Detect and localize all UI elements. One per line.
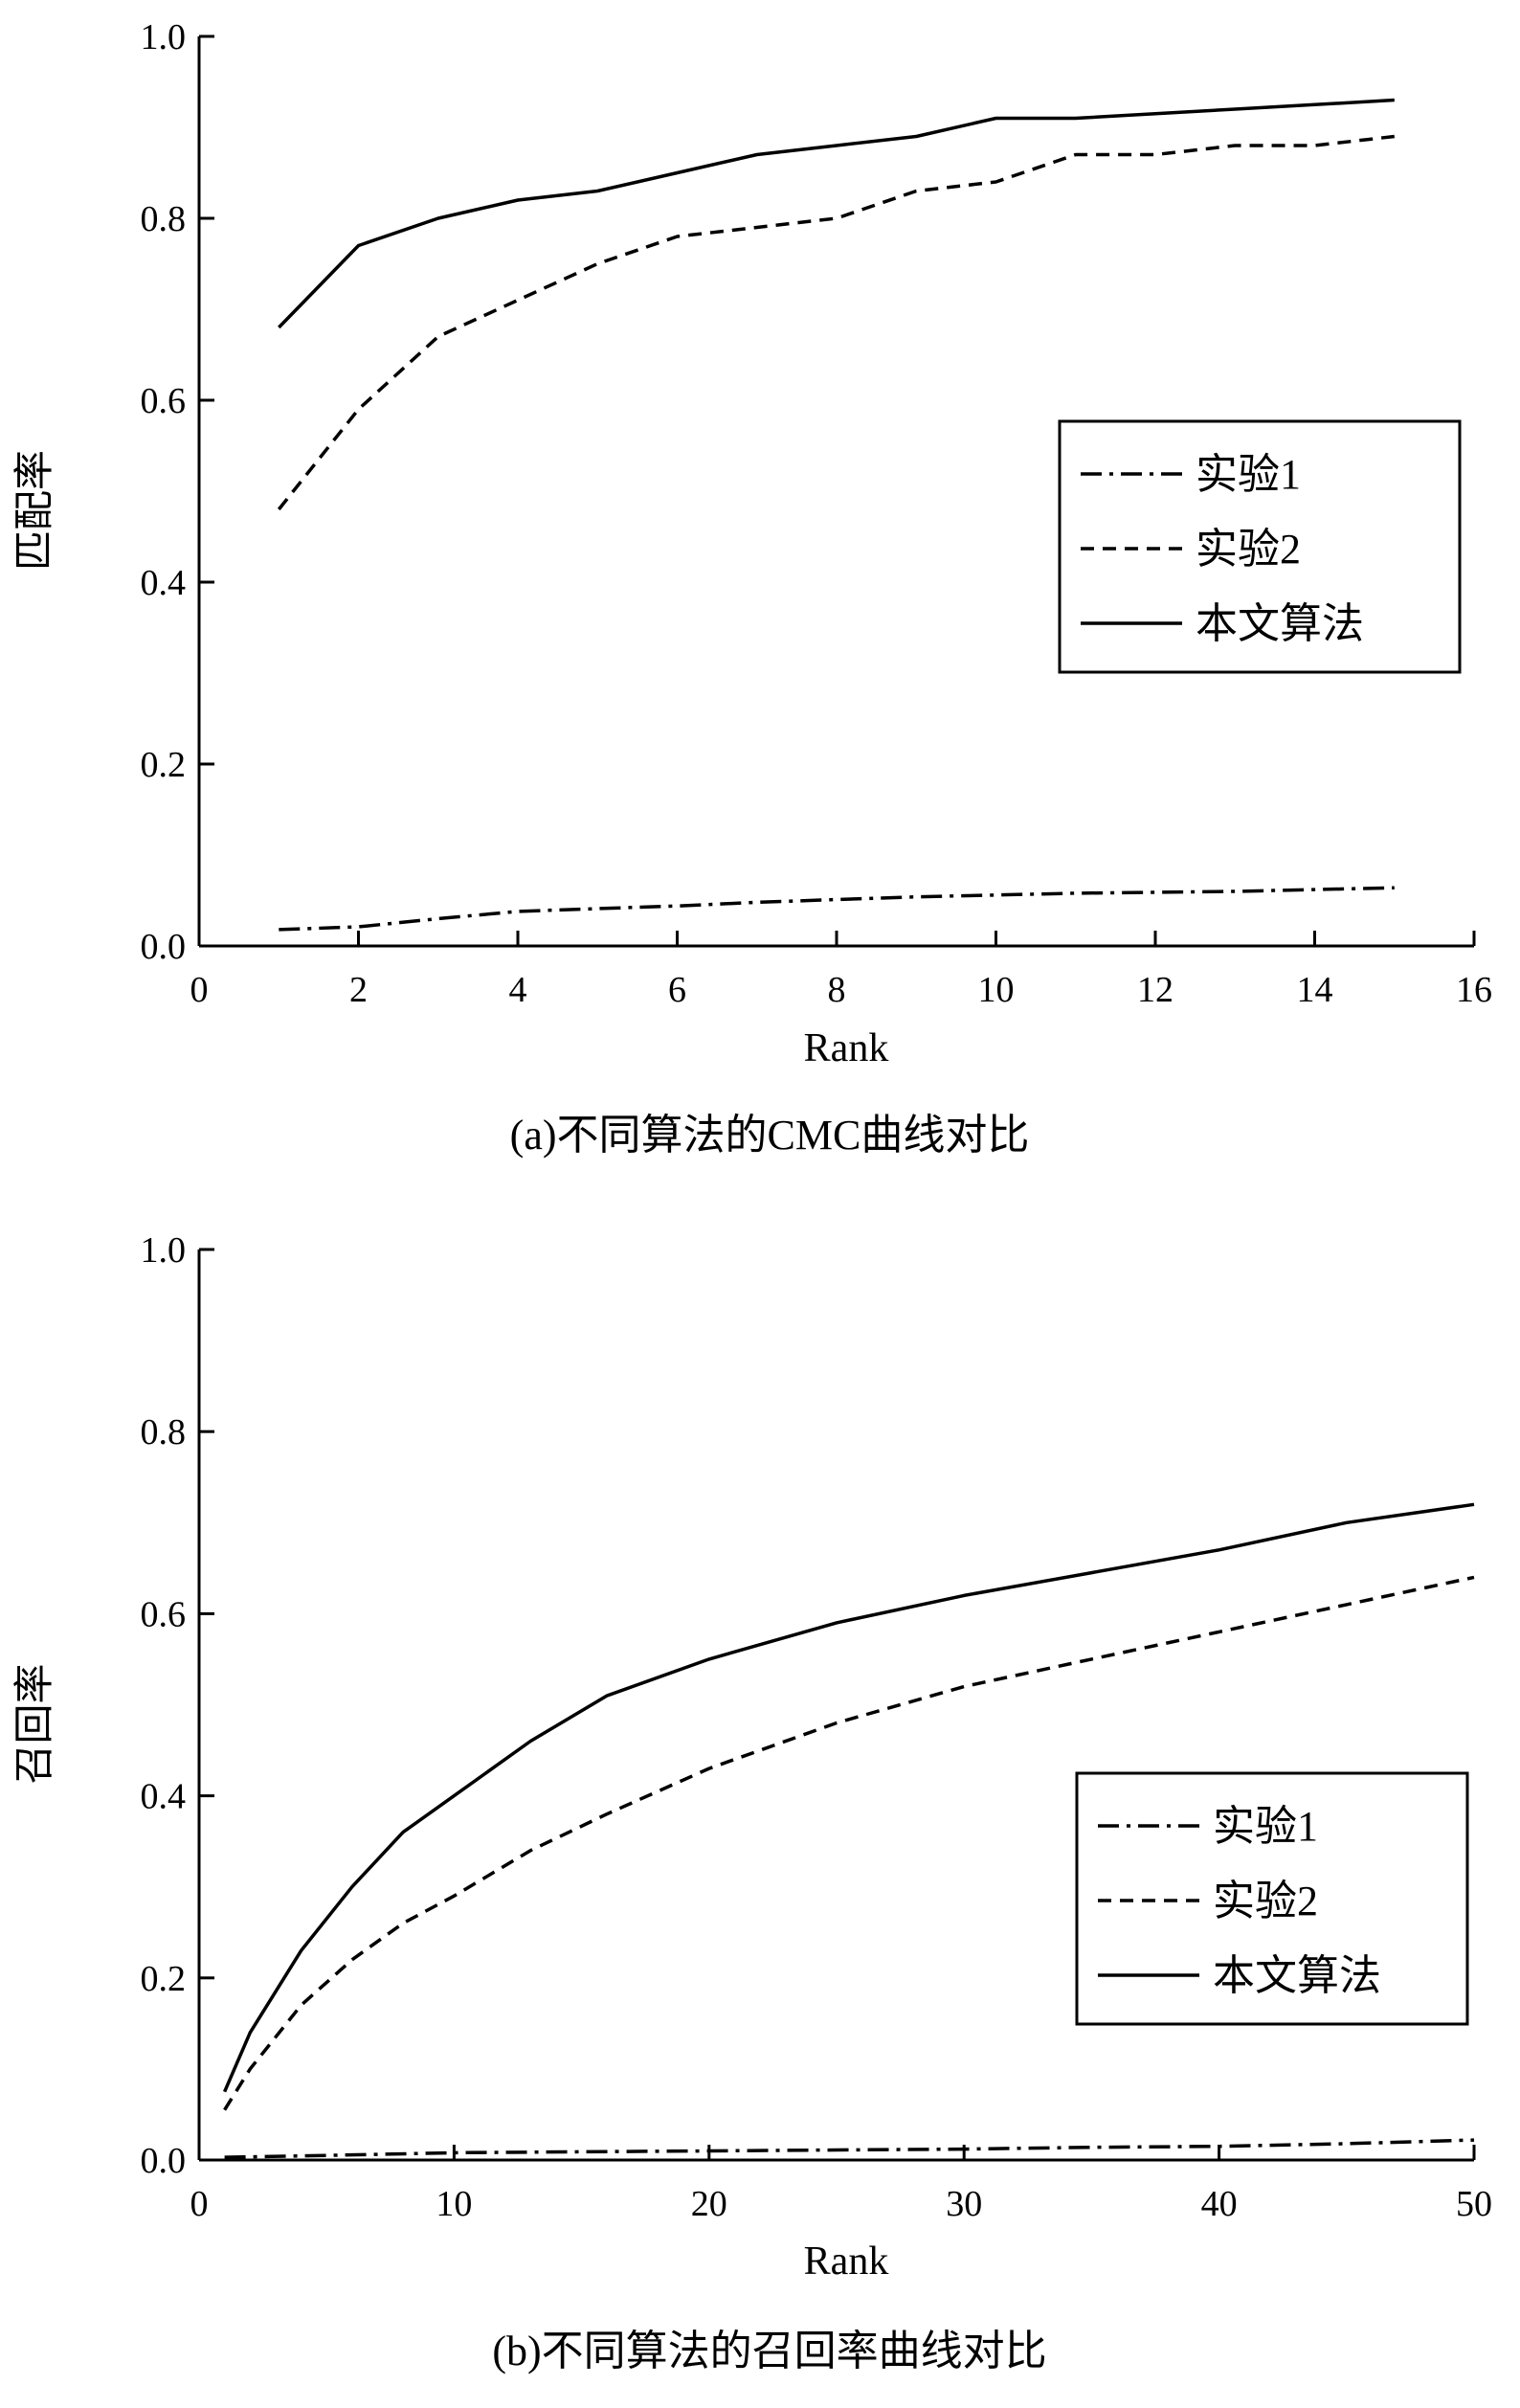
x-tick-label: 50	[1456, 2184, 1492, 2224]
legend-entry: 实验1	[1213, 1803, 1318, 1850]
series-line-solid	[278, 98, 1395, 329]
y-axis-label: 召回率	[12, 1663, 57, 1784]
legend-box	[1075, 1771, 1469, 2026]
legend-entry: 实验1	[1196, 451, 1301, 498]
legend: 实验1 实验2 本文算法	[1075, 1771, 1469, 2026]
y-tick-label: 1.0	[141, 1230, 187, 1271]
series-line-dashdot	[224, 2138, 1475, 2159]
y-axis-label: 匹配率	[12, 450, 57, 571]
x-tick-label: 40	[1201, 2184, 1238, 2224]
legend-box	[1058, 419, 1462, 674]
legend: 实验1 实验2 本文算法	[1058, 419, 1462, 674]
x-tick-label: 4	[509, 970, 527, 1010]
chart-a: 0.0 0.2 0.4 0.6 0.8 1.0 0 2 4 6 8 10 12 14 16 Rank 匹配率 (a…	[12, 17, 1492, 1159]
series-line-dashdot	[279, 886, 1395, 932]
y-tick-label: 0.6	[141, 381, 187, 421]
x-tick-label: 0	[190, 970, 209, 1010]
series-line-dashed	[223, 1575, 1475, 2111]
y-tick-label: 0.0	[141, 927, 187, 967]
y-tick-label: 0.6	[141, 1594, 187, 1634]
y-tick-label: 0.4	[141, 563, 187, 603]
y-tick-label: 0.0	[141, 2141, 187, 2181]
x-tick-label: 14	[1297, 970, 1333, 1010]
series-line-solid	[222, 1502, 1475, 2093]
series-line-dashed	[277, 134, 1395, 511]
legend-entry: 本文算法	[1213, 1952, 1381, 1999]
chart-caption: (a)不同算法的CMC曲线对比	[510, 1112, 1030, 1159]
x-tick-label: 30	[946, 2184, 982, 2224]
x-tick-label: 10	[436, 2184, 472, 2224]
x-axis-label: Rank	[804, 1026, 889, 1070]
x-tick-label: 16	[1456, 970, 1492, 1010]
x-tick-label: 0	[190, 2184, 209, 2224]
y-tick-label: 0.2	[141, 745, 187, 785]
legend-entry: 实验2	[1196, 526, 1301, 573]
y-tick-label: 1.0	[141, 17, 187, 57]
y-tick-label: 0.8	[141, 199, 187, 239]
legend-entry: 实验2	[1213, 1878, 1318, 1924]
x-tick-label: 12	[1137, 970, 1174, 1010]
chart-b: 0.0 0.2 0.4 0.6 0.8 1.0 0 10 20 30 40 50 Rank 召回率 (b)不…	[12, 1230, 1492, 2374]
x-tick-label: 20	[691, 2184, 727, 2224]
y-tick-label: 0.4	[141, 1777, 187, 1817]
y-tick-label: 0.2	[141, 1959, 187, 1999]
x-tick-label: 6	[668, 970, 686, 1010]
legend-entry: 本文算法	[1196, 600, 1364, 647]
y-tick-label: 0.8	[141, 1412, 187, 1452]
chart-caption: (b)不同算法的召回率曲线对比	[492, 2328, 1046, 2374]
x-axis-label: Rank	[804, 2239, 889, 2284]
x-tick-label: 8	[828, 970, 846, 1010]
x-tick-label: 2	[349, 970, 368, 1010]
x-tick-label: 10	[978, 970, 1015, 1010]
